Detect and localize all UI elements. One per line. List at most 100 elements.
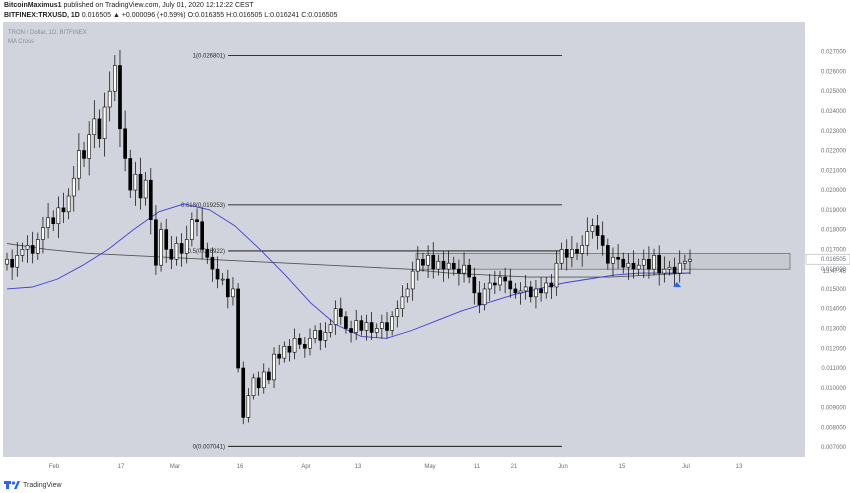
footer: TradingView bbox=[4, 478, 62, 492]
ma-slow-line bbox=[6, 243, 691, 278]
candle-body bbox=[631, 262, 636, 270]
candle-body bbox=[595, 225, 600, 236]
candle-body bbox=[282, 345, 287, 359]
candle-body bbox=[195, 219, 199, 223]
candle-body bbox=[539, 288, 543, 294]
time-tick-label: Jun bbox=[558, 464, 568, 470]
candle-body bbox=[426, 255, 430, 266]
candle-body bbox=[231, 288, 235, 298]
candle-body bbox=[251, 377, 256, 397]
candle-body bbox=[534, 288, 538, 298]
candle-body bbox=[585, 231, 590, 246]
time-tick-label: 21 bbox=[511, 464, 518, 470]
candle-body bbox=[451, 262, 456, 270]
time-tick-label: Mar bbox=[170, 464, 180, 470]
candle-body bbox=[261, 371, 266, 389]
candle-body bbox=[590, 225, 595, 232]
candle-body bbox=[179, 243, 184, 254]
legend-indicator: MA Cross bbox=[8, 39, 34, 45]
current-price-markers: 0.016505 13:47:46 bbox=[805, 253, 850, 275]
candle-body bbox=[636, 264, 641, 270]
time-tick-label: 16 bbox=[237, 464, 244, 470]
time-axis[interactable] bbox=[3, 457, 850, 475]
price-tick-label: 0.020000 bbox=[821, 188, 847, 194]
author-name[interactable]: BitcoinMaximus1 bbox=[4, 2, 62, 9]
candle-body bbox=[436, 260, 441, 270]
candle-body bbox=[154, 219, 158, 266]
candle-body bbox=[400, 296, 405, 310]
candle-body bbox=[647, 258, 651, 270]
candle-body bbox=[133, 173, 138, 191]
candle-body bbox=[113, 65, 117, 92]
candle-body bbox=[303, 343, 307, 349]
candle-body bbox=[611, 256, 615, 264]
candlestick-series bbox=[5, 49, 692, 425]
candle-body bbox=[297, 338, 302, 345]
candle-body bbox=[56, 207, 61, 224]
candle-body bbox=[441, 260, 446, 270]
candle-body bbox=[385, 322, 389, 331]
price-tick-label: 0.013000 bbox=[821, 326, 847, 332]
candle-body bbox=[405, 288, 410, 298]
moving-averages bbox=[6, 203, 691, 339]
candle-body bbox=[256, 377, 261, 389]
candle-body bbox=[5, 258, 9, 265]
price-tick-label: 0.008000 bbox=[821, 425, 847, 431]
price-tick-label: 0.010000 bbox=[821, 386, 847, 392]
ohlc-readout: 0.016505 ▲ +0.000096 (+0.59%) O:0.016355… bbox=[81, 12, 338, 19]
legend-symbol: TRON / Dollar, 1D, BITFINEX bbox=[8, 30, 87, 36]
countdown-label: 13:47:46 bbox=[823, 269, 847, 275]
candle-body bbox=[354, 320, 359, 333]
candle-body bbox=[123, 128, 127, 159]
price-tick-label: 0.019000 bbox=[821, 208, 847, 214]
candle-body bbox=[190, 219, 194, 240]
candle-body bbox=[128, 158, 133, 191]
price-tick-label: 0.012000 bbox=[821, 346, 847, 352]
candle-body bbox=[380, 322, 384, 329]
candle-body bbox=[415, 258, 420, 272]
time-tick-label: 11 bbox=[474, 464, 481, 470]
price-tick-label: 0.014000 bbox=[821, 307, 847, 313]
candle-body bbox=[323, 332, 328, 341]
candle-body bbox=[210, 256, 215, 270]
time-tick-label: 17 bbox=[118, 464, 125, 470]
candle-body bbox=[482, 288, 487, 306]
price-axis[interactable] bbox=[805, 22, 850, 457]
candle-body bbox=[77, 150, 81, 179]
price-tick-label: 0.009000 bbox=[821, 406, 847, 412]
price-tick-label: 0.024000 bbox=[821, 109, 847, 115]
candle-body bbox=[395, 308, 400, 317]
publish-line: BitcoinMaximus1 published on TradingView… bbox=[4, 2, 254, 9]
candle-body bbox=[513, 288, 518, 294]
candle-body bbox=[277, 353, 282, 359]
candle-body bbox=[184, 239, 189, 254]
candle-body bbox=[580, 245, 584, 254]
symbol-line: BITFINEX:TRXUSD, 1D 0.016505 ▲ +0.000096… bbox=[4, 12, 337, 19]
time-tick-label: Apr bbox=[301, 464, 310, 470]
time-tick-label: May bbox=[424, 464, 435, 470]
candle-body bbox=[236, 288, 240, 369]
candle-body bbox=[493, 282, 497, 286]
candle-body bbox=[457, 268, 461, 274]
candle-body bbox=[46, 217, 50, 228]
candle-body bbox=[82, 150, 86, 159]
price-tick-label: 0.007000 bbox=[821, 445, 847, 451]
candle-body bbox=[338, 308, 343, 317]
candle-body bbox=[390, 316, 394, 331]
price-tick-label: 0.018000 bbox=[821, 228, 847, 234]
plot-area[interactable] bbox=[3, 22, 805, 457]
candle-body bbox=[246, 395, 251, 418]
price-tick-labels: 0.027000 0.026000 0.025000 0.024000 0.023000… bbox=[821, 50, 847, 451]
candle-body bbox=[410, 270, 415, 290]
candle-body bbox=[508, 280, 513, 290]
symbol-label[interactable]: BITFINEX:TRXUSD, 1D bbox=[4, 12, 80, 19]
time-tick-label: 15 bbox=[619, 464, 626, 470]
footer-brand[interactable]: TradingView bbox=[23, 481, 62, 489]
candle-body bbox=[200, 221, 204, 250]
candle-body bbox=[364, 322, 369, 331]
fib-label: 0.618(0.019253) bbox=[181, 203, 225, 209]
candle-body bbox=[292, 338, 297, 353]
candle-body bbox=[374, 328, 379, 333]
fib-label: 1(0.026801) bbox=[193, 54, 225, 60]
